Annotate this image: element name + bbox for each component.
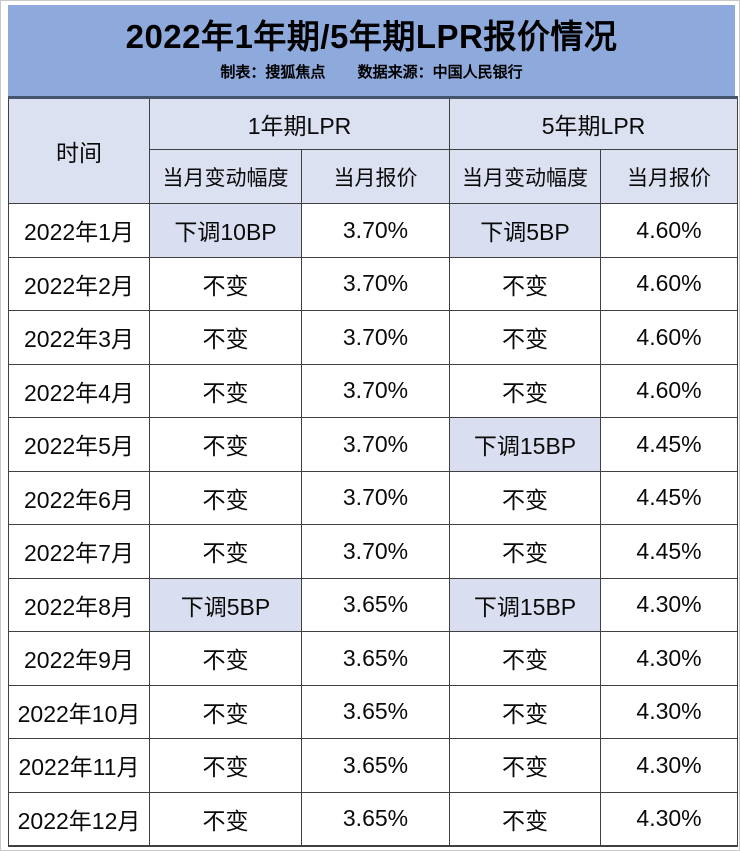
quote-1y-cell: 3.65% — [300, 738, 451, 793]
quote-1y-cell: 3.65% — [300, 684, 451, 739]
month-cell: 2022年1月 — [8, 203, 150, 258]
quote-1y-cell: 3.65% — [300, 631, 451, 686]
table-group-header-row: 时间 1年期LPR 5年期LPR — [8, 97, 739, 204]
column-group-1y-lpr: 1年期LPR — [148, 97, 451, 150]
change-5y-cell: 不变 — [449, 470, 602, 525]
column-header-5y-quote: 当月报价 — [600, 149, 739, 204]
change-5y-cell: 不变 — [449, 791, 602, 846]
quote-1y-cell: 3.70% — [300, 363, 451, 418]
table-row-sep: 2022年9月 不变 3.65% 不变 4.30% — [8, 631, 739, 686]
table-row-mar: 2022年3月 不变 3.70% 不变 4.60% — [8, 310, 739, 365]
quote-5y-cell: 4.30% — [600, 631, 739, 686]
table-row-may: 2022年5月 不变 3.70% 下调15BP 4.45% — [8, 417, 739, 472]
change-5y-cell: 不变 — [449, 256, 602, 311]
change-1y-cell: 不变 — [149, 256, 302, 311]
quote-1y-cell: 3.70% — [300, 256, 451, 311]
quote-5y-cell: 4.60% — [600, 363, 739, 418]
change-1y-cell: 不变 — [149, 470, 302, 525]
page-subtitle: 制表：搜狐焦点 数据来源：中国人民银行 — [220, 61, 522, 82]
change-1y-cell: 下调10BP — [149, 203, 302, 258]
quote-1y-cell: 3.65% — [300, 791, 451, 846]
column-header-1y-change: 当月变动幅度 — [149, 149, 302, 204]
change-5y-cell: 不变 — [449, 363, 602, 418]
column-header-1y-quote: 当月报价 — [300, 149, 451, 204]
change-1y-cell: 不变 — [149, 738, 302, 793]
month-cell: 2022年7月 — [8, 524, 150, 579]
change-5y-cell: 下调15BP — [449, 577, 602, 632]
change-5y-cell: 不变 — [449, 310, 602, 365]
change-1y-cell: 不变 — [149, 310, 302, 365]
table-row-dec: 2022年12月 不变 3.65% 不变 4.30% — [8, 791, 739, 846]
table-row-feb: 2022年2月 不变 3.70% 不变 4.60% — [8, 256, 739, 311]
change-5y-cell: 不变 — [449, 524, 602, 579]
subtitle-data-source: 数据来源：中国人民银行 — [357, 63, 523, 81]
quote-5y-cell: 4.60% — [600, 256, 739, 311]
quote-5y-cell: 4.45% — [600, 470, 739, 525]
table-sub-header-row: 当月变动幅度 当月报价 当月变动幅度 当月报价 — [9, 149, 739, 204]
change-5y-cell: 不变 — [449, 631, 602, 686]
quote-1y-cell: 3.70% — [300, 203, 451, 258]
quote-1y-cell: 3.70% — [300, 470, 451, 525]
month-cell: 2022年5月 — [8, 417, 150, 472]
quote-5y-cell: 4.60% — [600, 203, 739, 258]
change-5y-cell: 不变 — [449, 684, 602, 739]
change-1y-cell: 不变 — [149, 363, 302, 418]
subtitle-maker: 制表：搜狐焦点 — [220, 63, 326, 81]
quote-1y-cell: 3.70% — [300, 524, 451, 579]
quote-5y-cell: 4.30% — [600, 791, 739, 846]
quote-5y-cell: 4.30% — [600, 577, 739, 632]
change-1y-cell: 不变 — [149, 631, 302, 686]
month-cell: 2022年11月 — [8, 738, 150, 793]
quote-1y-cell: 3.70% — [300, 417, 451, 472]
table-row-aug: 2022年8月 下调5BP 3.65% 下调15BP 4.30% — [8, 577, 739, 632]
month-cell: 2022年3月 — [8, 310, 150, 365]
change-5y-cell: 下调15BP — [449, 417, 602, 472]
table-row-apr: 2022年4月 不变 3.70% 不变 4.60% — [8, 363, 739, 418]
change-1y-cell: 不变 — [149, 791, 302, 846]
month-cell: 2022年9月 — [8, 631, 150, 686]
quote-5y-cell: 4.45% — [600, 524, 739, 579]
column-group-5y-lpr: 5年期LPR — [449, 97, 739, 150]
table-row-jul: 2022年7月 不变 3.70% 不变 4.45% — [8, 524, 739, 579]
change-1y-cell: 不变 — [149, 417, 302, 472]
change-1y-cell: 不变 — [149, 684, 302, 739]
quote-1y-cell: 3.65% — [300, 577, 451, 632]
quote-1y-cell: 3.70% — [300, 310, 451, 365]
quote-5y-cell: 4.45% — [600, 417, 739, 472]
page-title: 2022年1年期/5年期LPR报价情况 — [125, 18, 618, 56]
table-row-jun: 2022年6月 不变 3.70% 不变 4.45% — [8, 470, 739, 525]
column-header-time: 时间 — [8, 97, 150, 204]
month-cell: 2022年6月 — [8, 470, 150, 525]
change-1y-cell: 不变 — [149, 524, 302, 579]
quote-5y-cell: 4.60% — [600, 310, 739, 365]
title-block: 2022年1年期/5年期LPR报价情况 制表：搜狐焦点 数据来源：中国人民银行 — [8, 5, 735, 96]
month-cell: 2022年2月 — [8, 256, 150, 311]
change-1y-cell: 下调5BP — [149, 577, 302, 632]
table-row-nov: 2022年11月 不变 3.65% 不变 4.30% — [8, 738, 739, 793]
change-5y-cell: 不变 — [449, 738, 602, 793]
month-cell: 2022年10月 — [8, 684, 150, 739]
lpr-table: 时间 1年期LPR 5年期LPR 当月变动幅度 当月报价 当月变动幅度 当月报价… — [8, 96, 739, 847]
table-row-oct: 2022年10月 不变 3.65% 不变 4.30% — [8, 684, 739, 739]
month-cell: 2022年4月 — [8, 363, 150, 418]
month-cell: 2022年12月 — [8, 791, 150, 846]
column-header-5y-change: 当月变动幅度 — [449, 149, 602, 204]
table-row-jan: 2022年1月 下调10BP 3.70% 下调5BP 4.60% — [8, 203, 739, 258]
change-5y-cell: 下调5BP — [449, 203, 602, 258]
month-cell: 2022年8月 — [8, 577, 150, 632]
quote-5y-cell: 4.30% — [600, 684, 739, 739]
quote-5y-cell: 4.30% — [600, 738, 739, 793]
